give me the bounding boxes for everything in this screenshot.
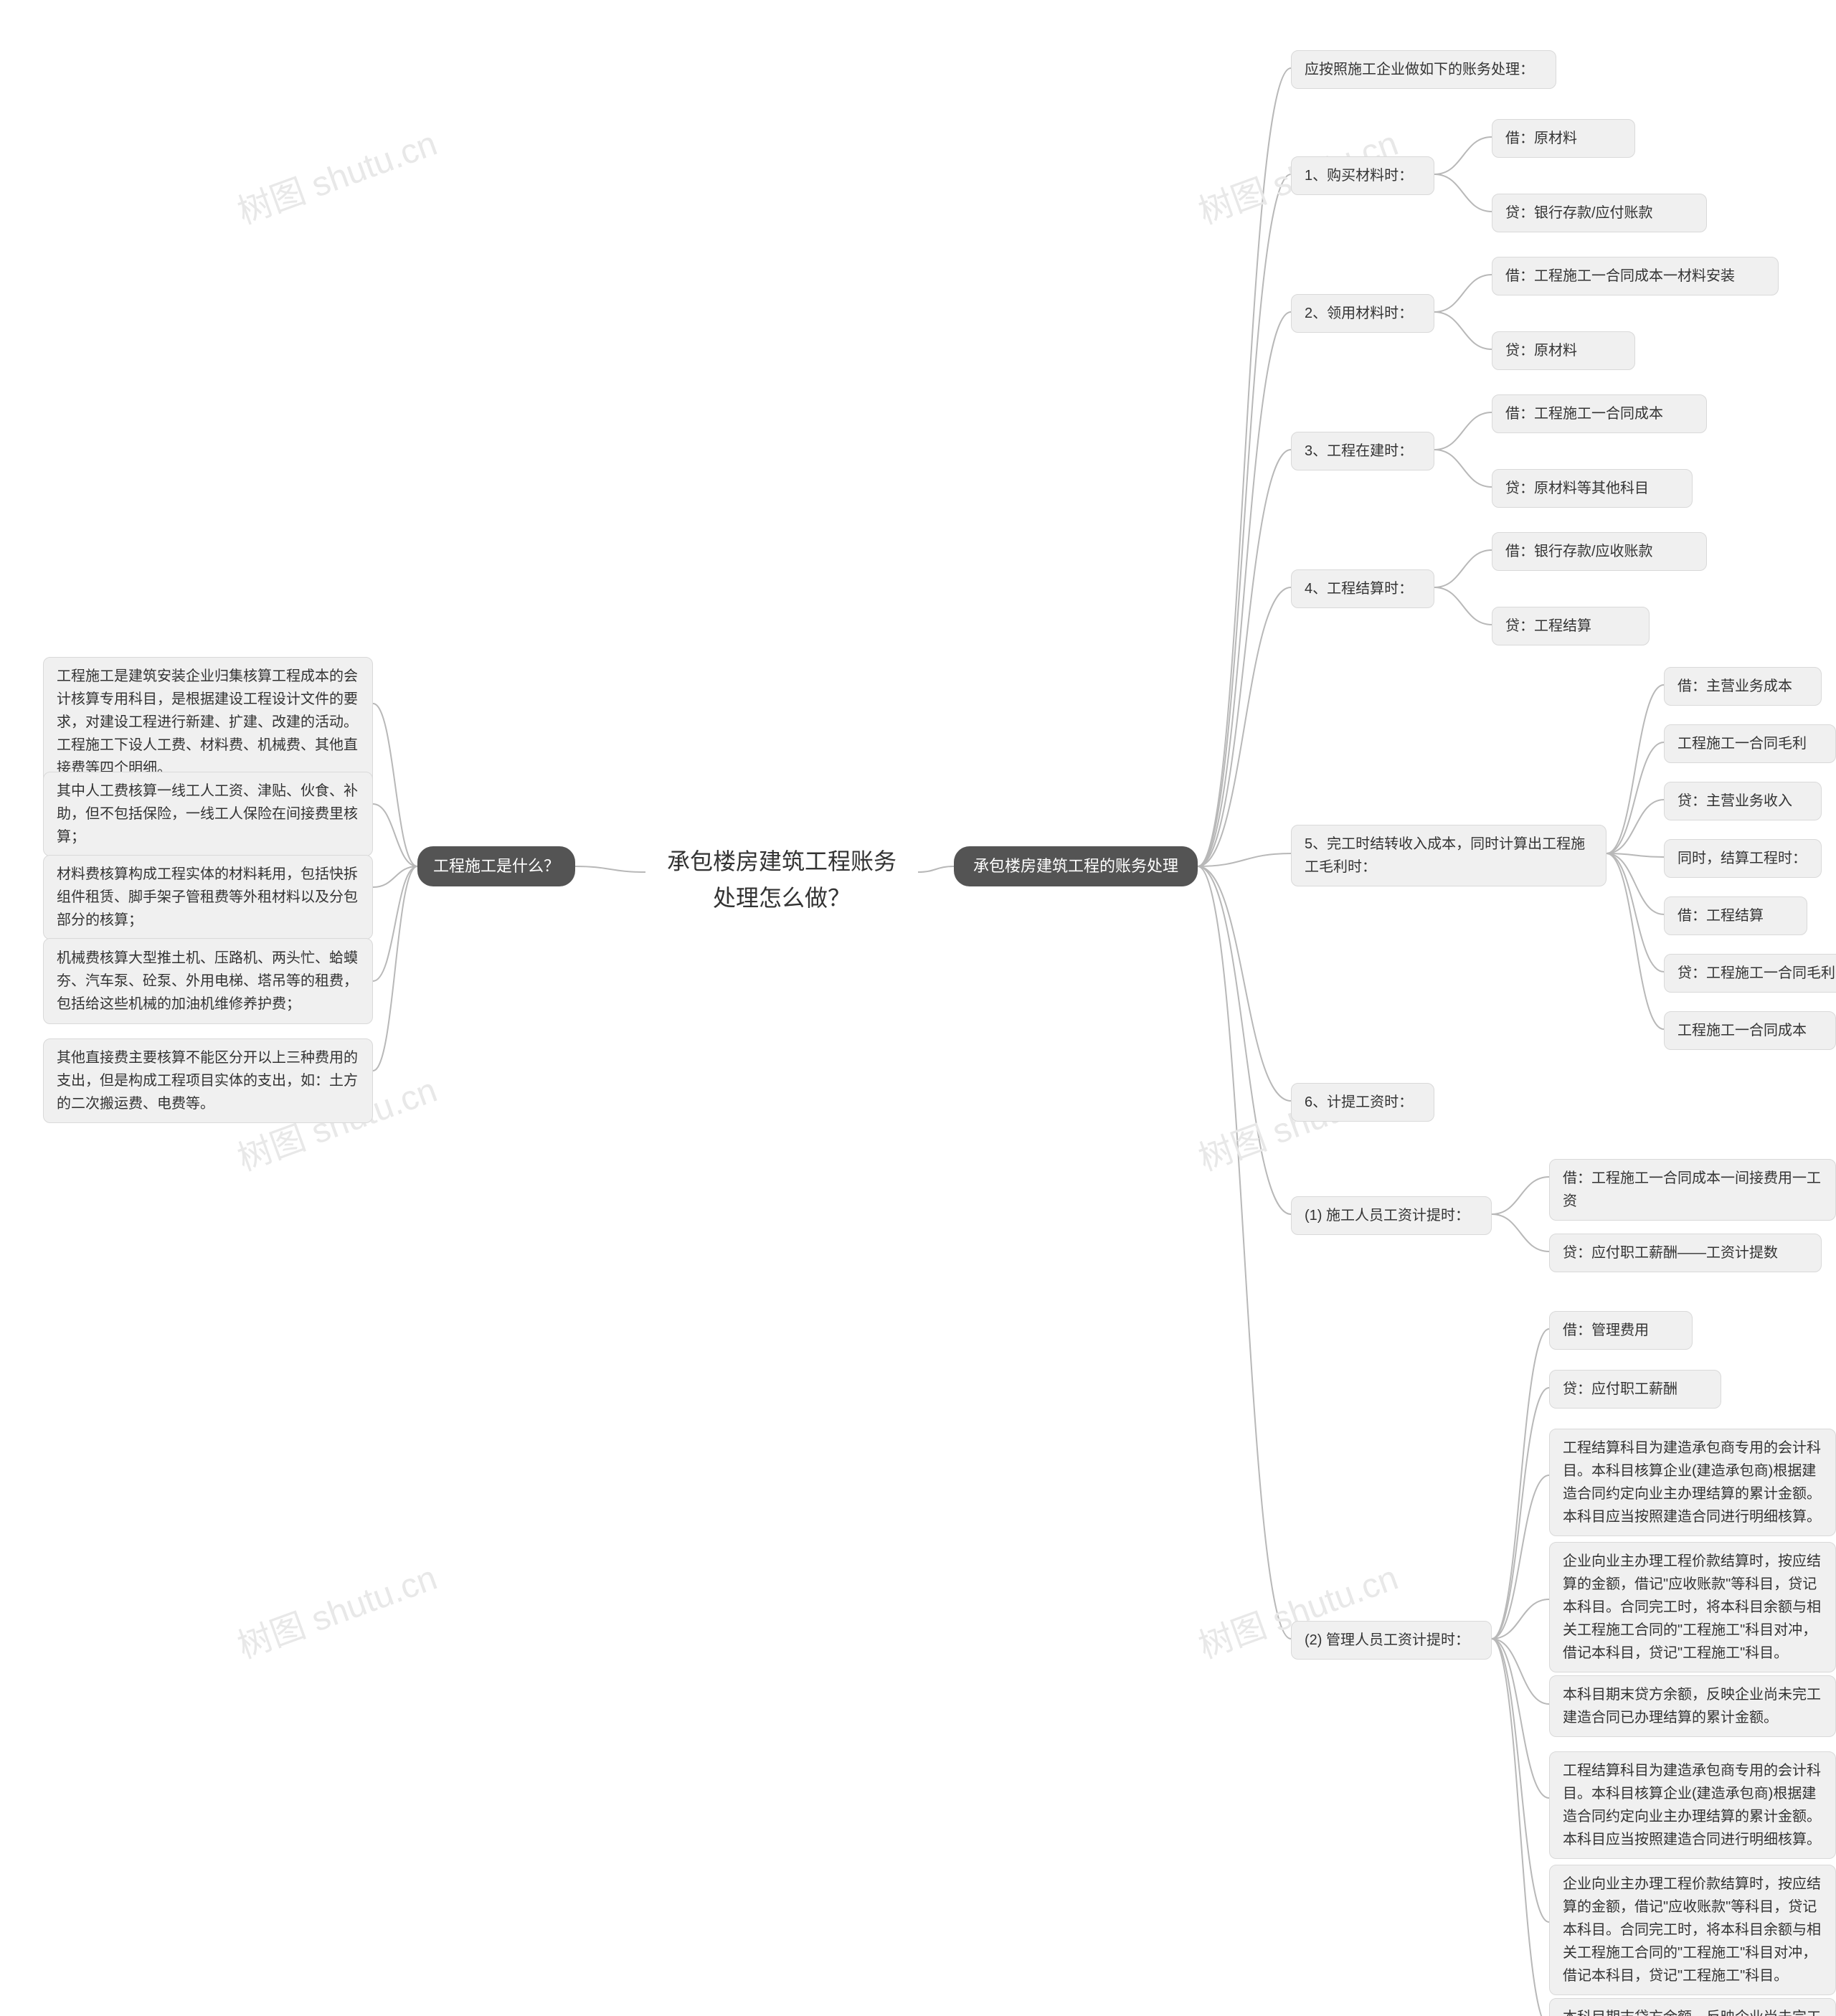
watermark: 树图 shutu.cn (230, 115, 443, 234)
right-subleaf: 贷：工程施工一合同毛利 (1664, 954, 1836, 993)
right-subleaf: 工程结算科目为建造承包商专用的会计科目。本科目核算企业(建造承包商)根据建造合同… (1549, 1429, 1836, 1536)
leaf-label: 借：工程施工一合同成本一间接费用一工资 (1563, 1167, 1822, 1213)
right-subleaf: 企业向业主办理工程价款结算时，按应结算的金额，借记"应收账款"等科目，贷记本科目… (1549, 1865, 1836, 1995)
right-subleaf: 贷：工程结算 (1492, 607, 1650, 645)
leaf-label: 工程结算科目为建造承包商专用的会计科目。本科目核算企业(建造承包商)根据建造合同… (1563, 1759, 1822, 1851)
leaf-label: 本科目期末贷方余额，反映企业尚未完工建造合同已办理结算的累计金额。 (1563, 1683, 1822, 1729)
leaf-label: 应按照施工企业做如下的账务处理： (1305, 58, 1534, 81)
leaf-label: 工程施工一合同成本 (1678, 1019, 1807, 1042)
root-label: 承包楼房建筑工程账务处理怎么做？ (658, 843, 905, 917)
right-subleaf: 贷：应付职工薪酬——工资计提数 (1549, 1234, 1822, 1272)
leaf-label: 1、购买材料时： (1305, 164, 1413, 187)
leaf-label: 企业向业主办理工程价款结算时，按应结算的金额，借记"应收账款"等科目，贷记本科目… (1563, 1873, 1822, 1987)
right-subleaf: 借：主营业务成本 (1664, 667, 1822, 706)
leaf-label: 企业向业主办理工程价款结算时，按应结算的金额，借记"应收账款"等科目，贷记本科目… (1563, 1550, 1822, 1665)
right-subleaf: 借：管理费用 (1549, 1311, 1693, 1350)
watermark: 树图 shutu.cn (230, 1550, 443, 1668)
right-subleaf: 借：工程施工一合同成本 (1492, 394, 1707, 433)
leaf-label: 其他直接费主要核算不能区分开以上三种费用的支出，但是构成工程项目实体的支出，如：… (57, 1046, 359, 1115)
leaf-label: 贷：应付职工薪酬——工资计提数 (1563, 1241, 1778, 1264)
leaf-label: 材料费核算构成工程实体的材料耗用，包括快拆组件租赁、脚手架子管租费等外租材料以及… (57, 863, 359, 932)
right-leaf: 1、购买材料时： (1291, 156, 1434, 195)
leaf-label: 借：工程施工一合同成本 (1505, 402, 1663, 425)
left-leaf: 其他直接费主要核算不能区分开以上三种费用的支出，但是构成工程项目实体的支出，如：… (43, 1038, 373, 1123)
branch-left: 工程施工是什么？ (417, 846, 575, 886)
right-subleaf: 借：原材料 (1492, 119, 1635, 158)
right-leaf: 应按照施工企业做如下的账务处理： (1291, 50, 1556, 89)
right-leaf: 6、计提工资时： (1291, 1083, 1434, 1122)
leaf-label: 本科目期末贷方余额，反映企业尚未完工建造合同已办理结算的累计金额。 (1563, 2006, 1822, 2016)
leaf-label: 借：银行存款/应收账款 (1505, 540, 1653, 563)
leaf-label: 借：原材料 (1505, 127, 1577, 150)
right-subleaf: 贷：银行存款/应付账款 (1492, 194, 1707, 232)
leaf-label: 贷：应付职工薪酬 (1563, 1378, 1678, 1401)
right-subleaf: 本科目期末贷方余额，反映企业尚未完工建造合同已办理结算的累计金额。 (1549, 1675, 1836, 1737)
right-subleaf: 贷：原材料 (1492, 331, 1635, 370)
right-leaf: 5、完工时结转收入成本，同时计算出工程施工毛利时： (1291, 825, 1606, 886)
leaf-label: 4、工程结算时： (1305, 577, 1413, 600)
right-leaf: (1) 施工人员工资计提时： (1291, 1196, 1492, 1235)
right-leaf: (2) 管理人员工资计提时： (1291, 1621, 1492, 1660)
right-subleaf: 借：工程结算 (1664, 896, 1807, 935)
leaf-label: (1) 施工人员工资计提时： (1305, 1204, 1470, 1227)
right-subleaf: 借：银行存款/应收账款 (1492, 532, 1707, 571)
leaf-label: (2) 管理人员工资计提时： (1305, 1629, 1470, 1652)
right-subleaf: 贷：主营业务收入 (1664, 782, 1822, 820)
leaf-label: 工程施工是建筑安装企业归集核算工程成本的会计核算专用科目，是根据建设工程设计文件… (57, 665, 359, 780)
right-subleaf: 同时，结算工程时： (1664, 839, 1822, 878)
left-leaf: 工程施工是建筑安装企业归集核算工程成本的会计核算专用科目，是根据建设工程设计文件… (43, 657, 373, 787)
leaf-label: 借：主营业务成本 (1678, 675, 1792, 698)
right-subleaf: 工程结算科目为建造承包商专用的会计科目。本科目核算企业(建造承包商)根据建造合同… (1549, 1751, 1836, 1859)
right-subleaf: 贷：应付职工薪酬 (1549, 1370, 1721, 1409)
right-subleaf: 企业向业主办理工程价款结算时，按应结算的金额，借记"应收账款"等科目，贷记本科目… (1549, 1542, 1836, 1672)
leaf-label: 贷：工程施工一合同毛利 (1678, 962, 1835, 985)
leaf-label: 贷：主营业务收入 (1678, 790, 1792, 813)
leaf-label: 贷：银行存款/应付账款 (1505, 202, 1653, 224)
leaf-label: 借：管理费用 (1563, 1319, 1649, 1342)
right-subleaf: 贷：原材料等其他科目 (1492, 469, 1693, 508)
leaf-label: 工程施工一合同毛利 (1678, 732, 1807, 755)
leaf-label: 5、完工时结转收入成本，同时计算出工程施工毛利时： (1305, 833, 1593, 879)
right-leaf: 3、工程在建时： (1291, 432, 1434, 470)
right-subleaf: 借：工程施工一合同成本一材料安装 (1492, 257, 1779, 295)
branch-right-label: 承包楼房建筑工程的账务处理 (973, 853, 1178, 879)
left-leaf: 其中人工费核算一线工人工资、津贴、伙食、补助，但不包括保险，一线工人保险在间接费… (43, 772, 373, 856)
leaf-label: 工程结算科目为建造承包商专用的会计科目。本科目核算企业(建造承包商)根据建造合同… (1563, 1437, 1822, 1528)
leaf-label: 其中人工费核算一线工人工资、津贴、伙食、补助，但不包括保险，一线工人保险在间接费… (57, 780, 359, 848)
right-subleaf: 工程施工一合同成本 (1664, 1011, 1836, 1050)
leaf-label: 贷：工程结算 (1505, 615, 1591, 638)
left-leaf: 材料费核算构成工程实体的材料耗用，包括快拆组件租赁、脚手架子管租费等外租材料以及… (43, 855, 373, 940)
leaf-label: 借：工程结算 (1678, 904, 1764, 927)
right-leaf: 4、工程结算时： (1291, 569, 1434, 608)
leaf-label: 6、计提工资时： (1305, 1091, 1413, 1114)
leaf-label: 借：工程施工一合同成本一材料安装 (1505, 265, 1735, 288)
leaf-label: 3、工程在建时： (1305, 440, 1413, 463)
right-subleaf: 借：工程施工一合同成本一间接费用一工资 (1549, 1159, 1836, 1221)
right-subleaf: 本科目期末贷方余额，反映企业尚未完工建造合同已办理结算的累计金额。 (1549, 1998, 1836, 2016)
branch-left-label: 工程施工是什么？ (433, 853, 559, 879)
right-leaf: 2、领用材料时： (1291, 294, 1434, 333)
leaf-label: 贷：原材料 (1505, 339, 1577, 362)
left-leaf: 机械费核算大型推土机、压路机、两头忙、蛤蟆夯、汽车泵、砼泵、外用电梯、塔吊等的租… (43, 938, 373, 1024)
leaf-label: 同时，结算工程时： (1678, 847, 1807, 870)
leaf-label: 2、领用材料时： (1305, 302, 1413, 325)
leaf-label: 贷：原材料等其他科目 (1505, 477, 1649, 500)
right-subleaf: 工程施工一合同毛利 (1664, 724, 1836, 763)
mindmap-canvas: 承包楼房建筑工程账务处理怎么做？ 工程施工是什么？ 承包楼房建筑工程的账务处理 … (0, 0, 1836, 2016)
root-node: 承包楼房建筑工程账务处理怎么做？ (645, 836, 918, 924)
branch-right: 承包楼房建筑工程的账务处理 (954, 846, 1198, 886)
leaf-label: 机械费核算大型推土机、压路机、两头忙、蛤蟆夯、汽车泵、砼泵、外用电梯、塔吊等的租… (57, 947, 359, 1016)
